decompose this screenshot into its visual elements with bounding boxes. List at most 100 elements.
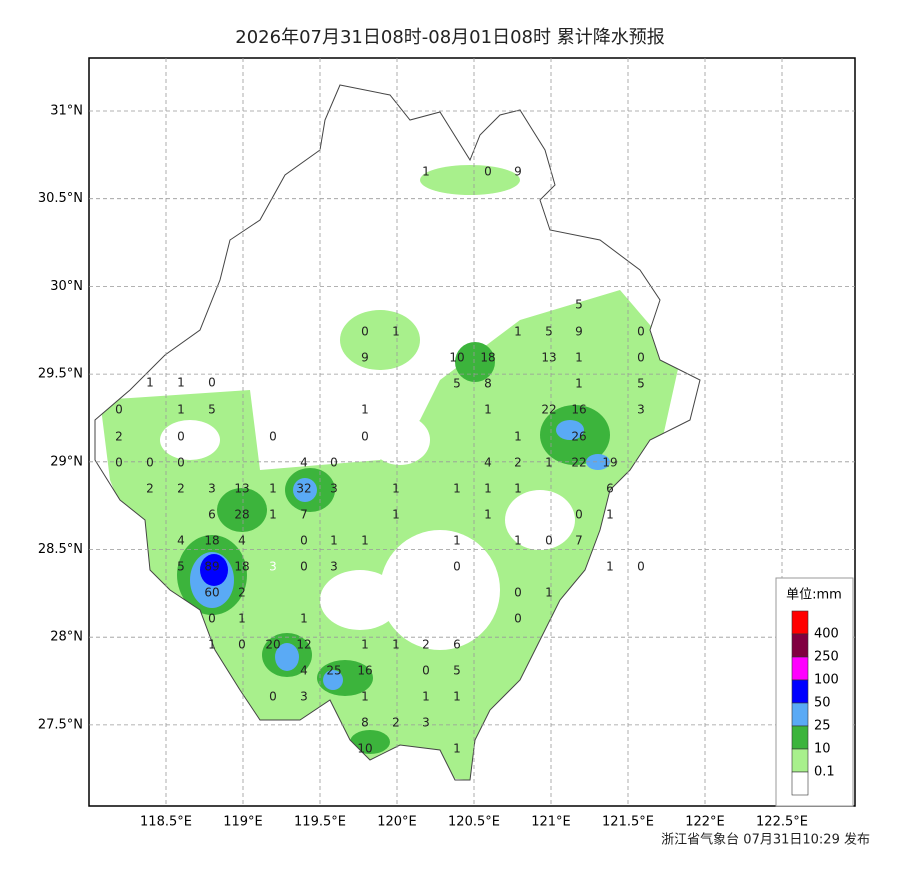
rain-value: 0 xyxy=(422,664,430,678)
rain-value: 3 xyxy=(208,482,216,496)
lat-tick-label: 28°N xyxy=(50,630,83,645)
rain-value: 1 xyxy=(269,508,277,522)
rain-value: 1 xyxy=(514,482,522,496)
grid: 118.5°E 119°E 119.5°E 120°E 120.5°E 121°E 121.… xyxy=(38,58,855,830)
legend-swatch xyxy=(791,748,809,773)
lon-tick-label: 119.5°E xyxy=(294,815,346,830)
legend-level: 25 xyxy=(814,719,831,734)
rain-value: 1 xyxy=(300,612,308,626)
rain-value: 0 xyxy=(177,430,185,444)
rain-value: 5 xyxy=(637,377,645,391)
rain-value: 8 xyxy=(484,377,492,391)
rain-value: 2 xyxy=(514,456,522,470)
lat-tick-label: 30.5°N xyxy=(38,191,83,206)
rain-value: 1 xyxy=(177,403,185,417)
lat-tick-label: 27.5°N xyxy=(38,717,83,732)
rain-value: 22 xyxy=(571,456,586,470)
legend-level: 10 xyxy=(814,742,831,757)
legend-box xyxy=(775,577,854,807)
lat-tick-label: 28.5°N xyxy=(38,542,83,557)
rain-value: 4 xyxy=(238,534,246,548)
rain-value: 89 xyxy=(204,560,219,574)
rain-value: 0 xyxy=(637,325,645,339)
lon-tick-label: 118.5°E xyxy=(140,815,192,830)
rain-value: 1 xyxy=(453,690,461,704)
rain-value: 1 xyxy=(575,351,583,365)
rain-value: 1 xyxy=(545,456,553,470)
lon-tick-label: 119°E xyxy=(223,815,263,830)
rain-value: 26 xyxy=(571,430,586,444)
rain-value: 1 xyxy=(392,482,400,496)
rain-value: 1 xyxy=(484,403,492,417)
legend-swatch xyxy=(791,771,809,796)
rain-value: 28 xyxy=(234,508,249,522)
legend-swatch xyxy=(791,679,809,704)
rain-value: 1 xyxy=(146,376,154,390)
rain-value: 0 xyxy=(146,456,154,470)
rain-value: 12 xyxy=(296,638,311,652)
rain-value: 1 xyxy=(514,325,522,339)
rain-value: 0 xyxy=(177,456,185,470)
rain-value: 0 xyxy=(330,456,338,470)
rain-value: 1 xyxy=(392,508,400,522)
rain-value: 1 xyxy=(238,612,246,626)
legend-unit: 单位:mm xyxy=(786,588,842,603)
rain-value: 6 xyxy=(453,638,461,652)
rain-value: 7 xyxy=(300,508,308,522)
rain-value: 1 xyxy=(606,560,614,574)
rain-value: 3 xyxy=(637,403,645,417)
rain-value: 0 xyxy=(514,612,522,626)
rain-value: 9 xyxy=(361,351,369,365)
rain-value: 5 xyxy=(545,325,553,339)
lon-tick-label: 120°E xyxy=(377,815,417,830)
rain-value: 0 xyxy=(637,560,645,574)
rain-value: 16 xyxy=(571,403,586,417)
legend-swatch xyxy=(791,656,809,681)
rain-value: 10 xyxy=(357,742,372,756)
lon-tick-label: 121.5°E xyxy=(602,815,654,830)
rain-value: 6 xyxy=(606,482,614,496)
rain-value: 1 xyxy=(514,430,522,444)
rain-value: 1 xyxy=(606,508,614,522)
footer: 浙江省气象台 07月31日10:29 发布 xyxy=(661,832,870,848)
rain-value: 13 xyxy=(541,351,556,365)
rain-value: 25 xyxy=(326,664,341,678)
rain-value: 22 xyxy=(541,403,556,417)
legend-level: 0.1 xyxy=(814,765,835,780)
rain-value: 1 xyxy=(422,165,430,179)
rain-value: 4 xyxy=(300,456,308,470)
rain-value: 2 xyxy=(392,716,400,730)
rain-value: 60 xyxy=(204,586,219,600)
rain-value: 1 xyxy=(361,403,369,417)
rain-value: 1 xyxy=(514,534,522,548)
rain-value: 1 xyxy=(422,690,430,704)
rain-value: 5 xyxy=(208,403,216,417)
rain-value: 3 xyxy=(300,690,308,704)
rain-value: 0 xyxy=(269,690,277,704)
legend-swatch xyxy=(791,725,809,750)
rain-value: 1 xyxy=(392,638,400,652)
rain-value: 5 xyxy=(575,298,583,312)
rain-value: 0 xyxy=(361,430,369,444)
rain-value: 1 xyxy=(545,586,553,600)
lat-tick-label: 29°N xyxy=(50,454,83,469)
rain-value: 1 xyxy=(269,482,277,496)
rain-value: 0 xyxy=(300,534,308,548)
legend-swatch xyxy=(791,610,809,635)
rain-value: 3 xyxy=(422,716,430,730)
lat-tick-label: 29.5°N xyxy=(38,367,83,382)
rain-value: 8 xyxy=(361,716,369,730)
rain-value: 9 xyxy=(514,165,522,179)
rain-value: 0 xyxy=(115,456,123,470)
rain-value: 0 xyxy=(115,403,123,417)
rain-value: 2 xyxy=(238,586,246,600)
rain-value: 20 xyxy=(265,638,280,652)
rain-value: 1 xyxy=(575,377,583,391)
rain-value: 5 xyxy=(177,560,185,574)
rain-value: 13 xyxy=(234,482,249,496)
legend-level: 250 xyxy=(814,650,839,665)
rain-value: 2 xyxy=(177,482,185,496)
rain-value: 4 xyxy=(177,534,185,548)
